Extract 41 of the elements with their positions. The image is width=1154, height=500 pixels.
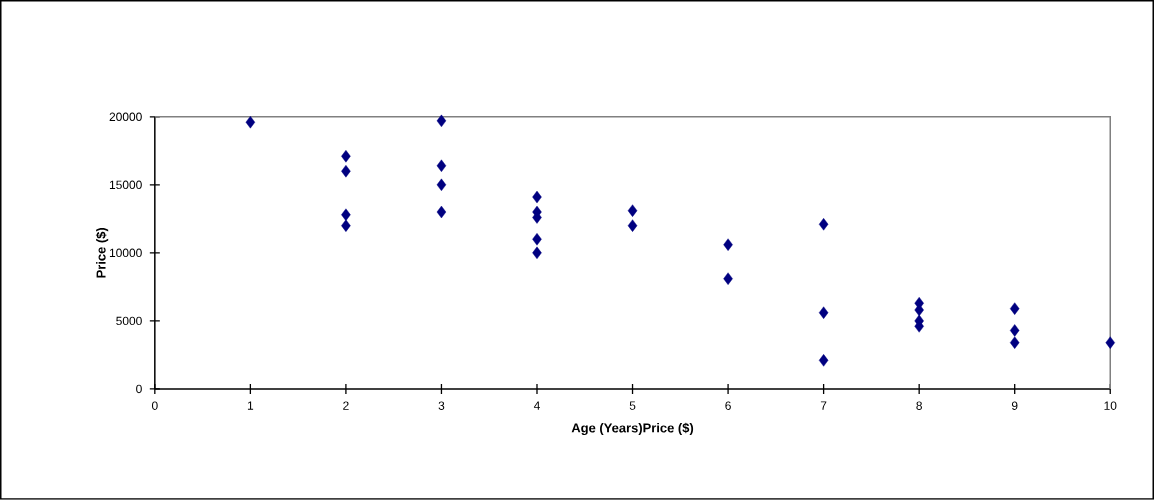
point: [341, 208, 351, 222]
point: [436, 114, 447, 128]
point: [723, 238, 733, 252]
point: [627, 219, 638, 232]
point: [341, 150, 351, 163]
point: [818, 354, 829, 367]
x-tick-label: 9: [1011, 401, 1018, 411]
point: [723, 272, 733, 286]
x-tick-label: 4: [533, 401, 540, 410]
point: [341, 165, 351, 178]
y-tick-label: 15000: [109, 180, 142, 190]
x-tick-label: 7: [820, 401, 827, 410]
x-tick-label: 3: [438, 401, 445, 411]
x-tick-label: 5: [629, 401, 636, 410]
point: [818, 218, 829, 231]
y-tick-label: 20000: [109, 112, 142, 122]
point: [1010, 302, 1020, 315]
point: [341, 219, 351, 232]
x-tick-label: 6: [725, 401, 731, 411]
x-tick-label: 8: [916, 401, 922, 411]
point: [1105, 336, 1115, 349]
x-tick-label: 0: [151, 401, 158, 411]
point: [436, 205, 447, 219]
x-tick-label: 1: [247, 401, 254, 410]
y-tick-label: 5000: [116, 316, 142, 326]
point: [532, 191, 542, 204]
point: [1010, 336, 1020, 349]
point: [532, 246, 542, 260]
y-tick-label: 10000: [109, 248, 142, 258]
y-tick-label: 0: [136, 384, 142, 394]
point: [436, 178, 447, 192]
y-axis-title: Price ($): [95, 228, 109, 278]
point: [627, 204, 638, 218]
point: [1010, 324, 1020, 337]
point: [245, 116, 256, 129]
point: [532, 233, 542, 246]
x-tick-label: 10: [1104, 401, 1117, 411]
x-axis-title: Age (Years)Price ($): [571, 422, 694, 436]
point: [818, 306, 829, 320]
point: [436, 159, 447, 173]
x-tick-label: 2: [343, 401, 349, 410]
